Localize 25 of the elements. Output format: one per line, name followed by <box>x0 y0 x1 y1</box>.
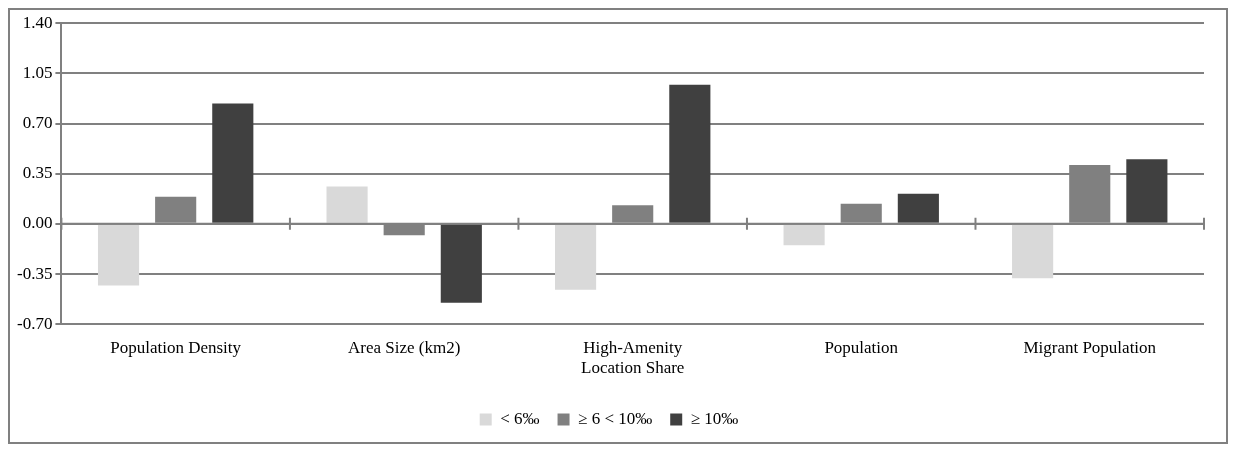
bar <box>97 224 140 286</box>
legend-label: ≥ 10‰ <box>690 408 739 428</box>
bar <box>1012 224 1054 279</box>
bar <box>897 193 939 223</box>
bar <box>440 224 482 303</box>
x-tick-label: Population Density <box>110 337 242 357</box>
y-tick-label: 1.05 <box>22 62 53 82</box>
x-tick-label: High-Amenity Location Share <box>581 337 685 378</box>
legend-label: < 6‰ <box>500 408 540 428</box>
bar <box>1126 159 1168 223</box>
legend-label: ≥ 6 < 10‰ <box>578 408 653 428</box>
x-tick-label: Migrant Population <box>1023 337 1157 357</box>
bar <box>555 224 597 290</box>
y-tick-label: -0.70 <box>16 313 53 333</box>
bar <box>212 103 254 223</box>
bar <box>669 84 711 223</box>
y-tick-label: 1.40 <box>22 12 53 32</box>
x-tick-label: Population <box>824 337 899 357</box>
bar <box>326 186 368 223</box>
y-tick-label: 0.70 <box>22 113 53 132</box>
y-tick-label: 0.35 <box>22 163 53 183</box>
x-tick-label: Area Size (km2) <box>348 337 461 357</box>
bar <box>783 224 825 246</box>
y-tick-label: -0.35 <box>16 263 53 283</box>
y-tick-label: 0.00 <box>22 213 53 233</box>
